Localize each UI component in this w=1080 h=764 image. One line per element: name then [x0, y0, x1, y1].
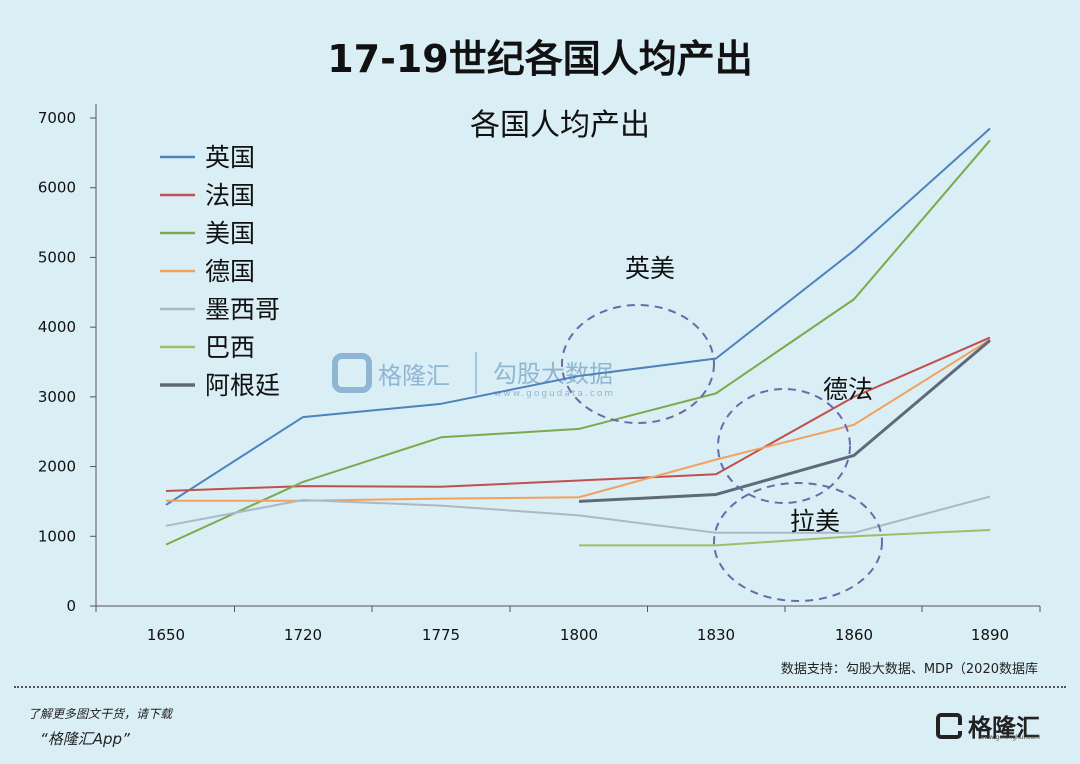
annotation-ellipse-uk-us: [561, 304, 715, 424]
y-tick-label: 3000: [38, 388, 76, 406]
x-tick-label: 1650: [147, 626, 185, 644]
legend-label: 法国: [205, 181, 255, 210]
series-line-1: [165, 336, 991, 492]
annotation-latam: 拉美: [790, 507, 840, 536]
legend-label: 巴西: [205, 333, 255, 362]
logo-url: www.gelonghui.com: [979, 734, 1040, 741]
chart-axes: 0 1000 2000 3000 4000 5000 6000 7000 1650 1720 177…: [38, 104, 1041, 644]
legend-label: 阿根廷: [205, 371, 280, 400]
x-tick-label: 1890: [971, 626, 1009, 644]
watermark-url: www.gogudata.com: [494, 389, 615, 399]
series-line-6: [578, 339, 991, 503]
legend-label: 英国: [205, 143, 255, 172]
x-tick-label: 1720: [284, 626, 322, 644]
x-tick-label: 1830: [697, 626, 735, 644]
y-tick-label: 2000: [38, 458, 76, 476]
y-tick-label: 5000: [38, 248, 76, 266]
y-tick-label: 6000: [38, 179, 76, 197]
series-line-5: [579, 529, 991, 547]
page-title: 17-19世纪各国人均产出: [327, 37, 753, 81]
y-tick-label: 0: [66, 597, 76, 615]
series-line-2: [165, 139, 991, 546]
watermark-brand: 格隆汇: [378, 362, 450, 390]
y-tick-label: 1000: [38, 527, 76, 545]
footer-logo: 格隆汇 www.gelonghui.com: [936, 708, 1040, 743]
chart-series: [165, 127, 991, 547]
footer-divider: [14, 686, 1066, 688]
x-tick-label: 1860: [835, 626, 873, 644]
data-source: 数据支持：勾股大数据、MDP（2020数据库: [780, 662, 1038, 677]
annotation-uk-us: 英美: [625, 254, 675, 283]
chart-title: 各国人均产出: [470, 108, 650, 143]
annotation-de-fr: 德法: [823, 375, 873, 404]
x-tick-label: 1800: [560, 626, 598, 644]
watermark-logo-icon: [332, 353, 372, 393]
watermark: 格隆汇 勾股大数据 www.gogudata.com: [332, 352, 615, 399]
legend-label: 美国: [205, 219, 255, 248]
y-tick-label: 4000: [38, 318, 76, 336]
annotation-ellipse-latam: [713, 482, 883, 602]
series-line-4: [165, 495, 991, 534]
footer-app-name: “格隆汇App”: [40, 730, 130, 748]
y-tick-label: 7000: [38, 109, 76, 127]
chart-annotations: 英美 德法 拉美: [561, 254, 883, 602]
legend-label: 墨西哥: [205, 295, 280, 324]
logo-name: 格隆汇: [968, 714, 1040, 742]
annotation-ellipse-de-fr: [717, 388, 851, 504]
logo-icon: [936, 712, 962, 739]
legend-label: 德国: [205, 257, 255, 286]
footer-download-text: 了解更多图文干货，请下载: [28, 707, 173, 721]
x-tick-label: 1775: [422, 626, 460, 644]
series-line-0: [165, 127, 991, 506]
